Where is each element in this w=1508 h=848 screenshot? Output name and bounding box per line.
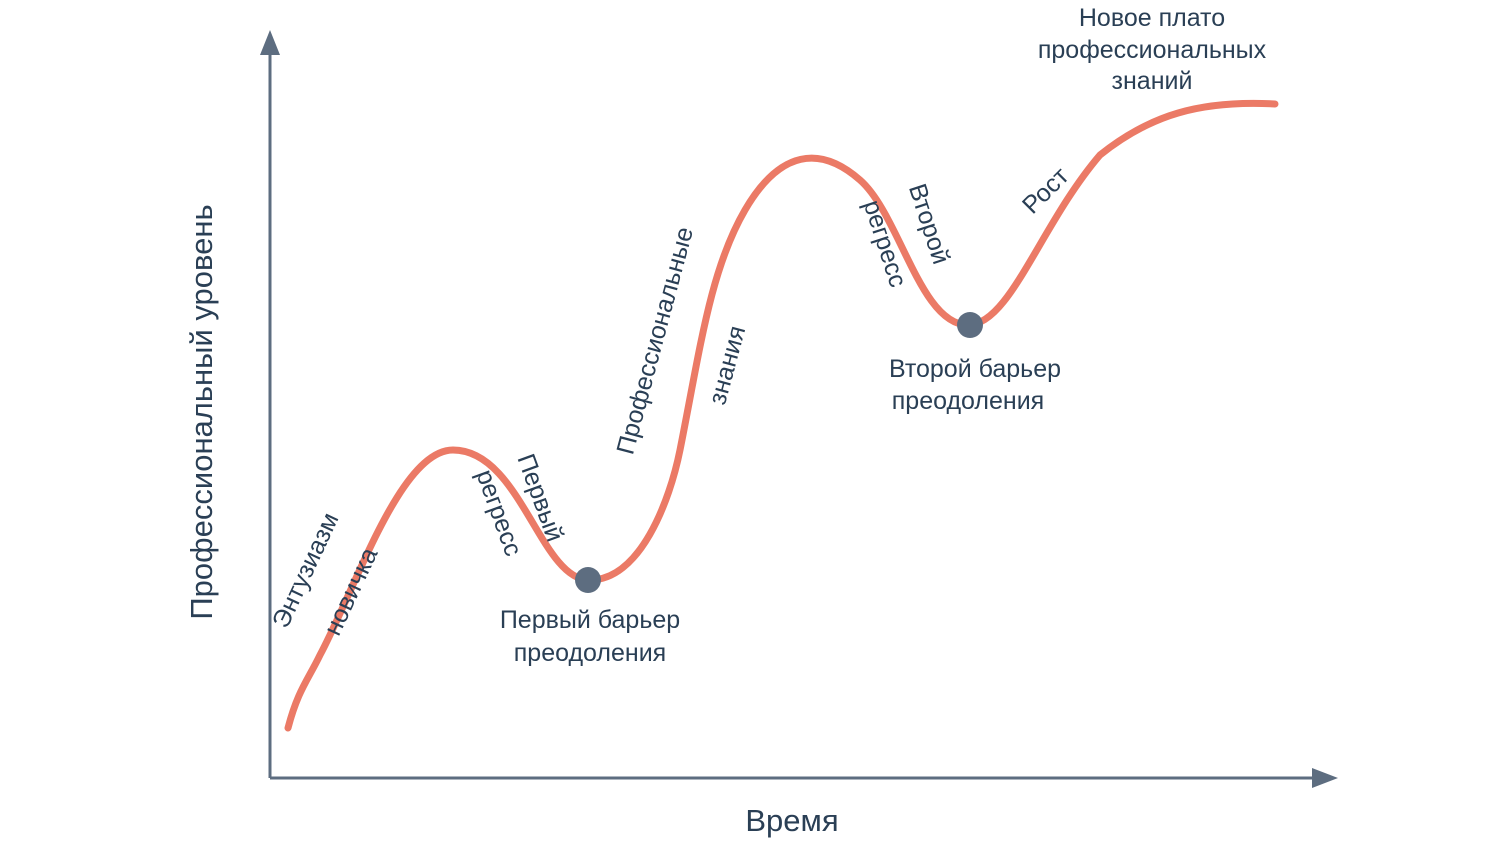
y-axis-title: Профессиональный уровень [184, 204, 219, 619]
first-barrier-caption-line1: Первый барьер [500, 606, 680, 634]
learning-curve [284, 99, 1279, 732]
plateau-caption-line2: профессиональных [1038, 36, 1267, 64]
professional-knowledge-label-line2: знания [703, 323, 751, 408]
first-barrier-marker [575, 567, 601, 593]
plateau-caption-line1: Новое плато [1079, 4, 1225, 32]
x-axis-arrow [1312, 768, 1338, 788]
first-barrier-caption-line2: преодоления [514, 639, 666, 667]
second-barrier-caption-line2: преодоления [892, 387, 1044, 415]
growth-label-text: Рост [1017, 162, 1075, 220]
second-barrier-marker [957, 312, 983, 338]
growth-label: Рост [1017, 162, 1075, 220]
y-axis-arrow [260, 30, 280, 55]
plateau-caption-line3: знаний [1112, 67, 1193, 95]
professional-knowledge-label: Профессиональные знания [611, 224, 751, 457]
enthusiasm-label-line2: новичка [319, 543, 384, 640]
enthusiasm-label: Энтузиазм новичка [267, 508, 384, 640]
second-barrier-caption-line1: Второй барьер [889, 355, 1061, 383]
x-axis-title: Время [745, 803, 838, 838]
first-regress-label-line2: регресс [470, 466, 527, 560]
second-regress-label-line1: Второй [903, 180, 955, 267]
